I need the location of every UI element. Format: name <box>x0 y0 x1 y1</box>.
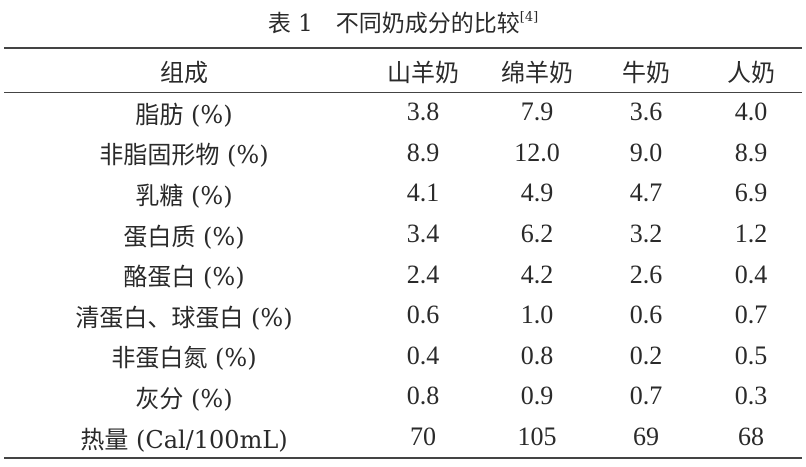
table-row: 蛋白质 (%) 3.4 6.2 3.2 1.2 <box>4 214 802 255</box>
value-cell: 69 <box>633 422 659 452</box>
value-cell: 0.4 <box>406 340 440 370</box>
table-row: 酪蛋白 (%) 2.4 4.2 2.6 0.4 <box>4 254 802 295</box>
table-row: 热量 (Cal/100mL) 70 105 69 68 <box>4 417 802 458</box>
value-cell: 0.2 <box>629 340 663 370</box>
value-cell: 12.0 <box>514 137 560 167</box>
caption-text: 表 1 不同奶成分的比较 <box>267 11 520 37</box>
table-row: 灰分 (%) 0.8 0.9 0.7 0.3 <box>4 376 802 417</box>
value-cell: 0.3 <box>734 381 768 411</box>
value-cell: 68 <box>738 422 764 452</box>
value-cell: 8.9 <box>406 137 440 167</box>
bottom-rule <box>4 457 802 459</box>
header-cell: 组成 <box>160 59 208 87</box>
value-cell: 4.0 <box>734 97 768 127</box>
value-cell: 0.9 <box>520 381 554 411</box>
value-cell: 7.9 <box>520 97 554 127</box>
milk-composition-table: 组成 山羊奶 绵羊奶 牛奶 人奶 脂肪 (%) 3.8 7.9 3.6 4.0 非脂固形物… <box>4 49 802 457</box>
value-cell: 0.6 <box>406 300 440 330</box>
value-cell: 6.2 <box>520 219 554 249</box>
row-label: 酪蛋白 (%) <box>123 263 245 292</box>
value-cell: 0.5 <box>734 340 768 370</box>
value-cell: 105 <box>517 422 557 452</box>
header-rule <box>4 92 802 93</box>
value-cell: 8.9 <box>734 137 768 167</box>
value-cell: 4.7 <box>629 178 663 208</box>
value-cell: 2.4 <box>406 259 440 289</box>
row-label: 热量 (Cal/100mL) <box>80 425 288 454</box>
table-caption: 表 1 不同奶成分的比较[4] <box>0 4 806 38</box>
row-label: 脂肪 (%) <box>135 100 233 129</box>
value-cell: 0.7 <box>734 300 768 330</box>
value-cell: 9.0 <box>629 137 663 167</box>
row-label: 蛋白质 (%) <box>123 222 245 251</box>
value-cell: 0.7 <box>629 381 663 411</box>
value-cell: 4.2 <box>520 259 554 289</box>
row-label: 灰分 (%) <box>135 384 233 413</box>
value-cell: 0.8 <box>406 381 440 411</box>
header-cell: 山羊奶 <box>387 59 459 87</box>
row-label: 非蛋白氮 (%) <box>111 344 257 373</box>
value-cell: 4.1 <box>406 178 440 208</box>
table-row: 脂肪 (%) 3.8 7.9 3.6 4.0 <box>4 92 802 133</box>
row-label: 乳糖 (%) <box>135 181 233 210</box>
value-cell: 3.2 <box>629 219 663 249</box>
value-cell: 70 <box>410 422 436 452</box>
value-cell: 3.8 <box>406 97 440 127</box>
table-row: 非蛋白氮 (%) 0.4 0.8 0.2 0.5 <box>4 336 802 377</box>
value-cell: 0.4 <box>734 259 768 289</box>
header-cell: 绵羊奶 <box>501 59 573 87</box>
value-cell: 6.9 <box>734 178 768 208</box>
header-row: 组成 山羊奶 绵羊奶 牛奶 人奶 <box>4 49 802 92</box>
value-cell: 0.8 <box>520 340 554 370</box>
header-cell: 人奶 <box>727 59 775 87</box>
row-label: 非脂固形物 (%) <box>99 141 269 170</box>
value-cell: 0.6 <box>629 300 663 330</box>
value-cell: 2.6 <box>629 259 663 289</box>
table-row: 非脂固形物 (%) 8.9 12.0 9.0 8.9 <box>4 133 802 174</box>
value-cell: 3.4 <box>406 219 440 249</box>
table-row: 清蛋白、球蛋白 (%) 0.6 1.0 0.6 0.7 <box>4 295 802 336</box>
header-cell: 牛奶 <box>622 59 670 87</box>
top-rule <box>4 47 802 49</box>
citation-ref: [4] <box>519 10 539 25</box>
value-cell: 1.0 <box>520 300 554 330</box>
row-label: 清蛋白、球蛋白 (%) <box>75 303 293 332</box>
value-cell: 3.6 <box>629 97 663 127</box>
value-cell: 1.2 <box>734 219 768 249</box>
table-row: 乳糖 (%) 4.1 4.9 4.7 6.9 <box>4 173 802 214</box>
value-cell: 4.9 <box>520 178 554 208</box>
